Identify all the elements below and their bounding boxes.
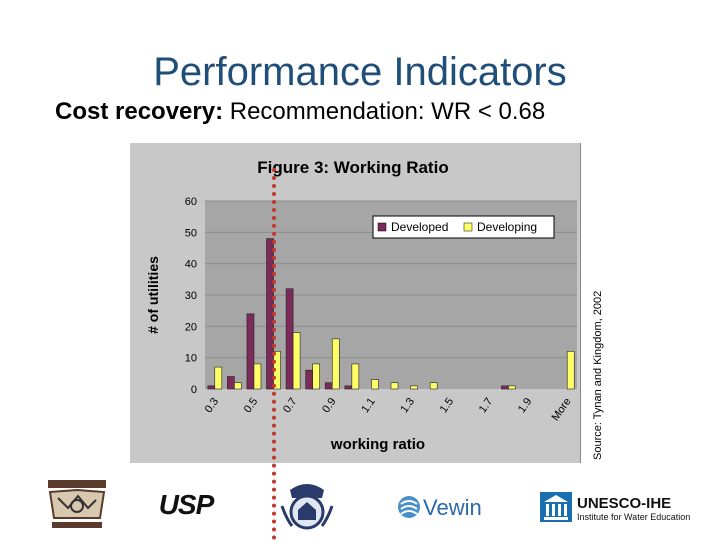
bar-developed-0.5 — [246, 313, 255, 390]
bar-developing-1.8 — [508, 385, 516, 390]
x-tick-label: 1.7 — [477, 396, 496, 415]
x-tick-label: 0.9 — [320, 396, 339, 415]
x-tick-label: 1.9 — [516, 396, 535, 415]
subtitle-rest: Recommendation: WR < 0.68 — [223, 98, 546, 125]
bar-developed-0.7 — [285, 288, 294, 390]
logo-strip: USP Vewin UNESCO-IHE Institute for Water… — [0, 470, 720, 540]
bar-developing-0.7 — [292, 332, 301, 390]
threshold-marker-line — [272, 168, 276, 540]
bar-developed-0.4 — [227, 376, 235, 390]
bar-developed-1.8 — [501, 385, 509, 390]
y-tick-label: 20 — [185, 321, 197, 333]
x-tick-label: 1.1 — [359, 396, 378, 415]
chart-title: Figure 3: Working Ratio — [257, 158, 448, 177]
bar-developing-0.8 — [312, 363, 320, 390]
bar-developing-0.5 — [253, 363, 262, 390]
legend: Developed Developing — [372, 215, 555, 239]
usp-logo: USP — [155, 489, 217, 520]
institute-logo — [44, 478, 110, 536]
bar-developing-1.3 — [410, 385, 418, 390]
x-tick-label: 1.5 — [438, 396, 457, 415]
x-tick-label: 0.7 — [281, 396, 300, 415]
unesco-ihe-logo: UNESCO-IHE Institute for Water Education — [540, 490, 690, 524]
bar-developing-1 — [351, 363, 360, 390]
legend-swatch-developing — [463, 222, 473, 232]
y-tick-label: 30 — [185, 290, 197, 302]
working-ratio-chart: Figure 3: Working Ratio 0 10 20 30 40 50 60 0.… — [145, 158, 577, 453]
legend-label-developing: Developing — [477, 220, 537, 234]
slide-title: Performance Indicators — [153, 50, 567, 94]
bar-developed-0.9 — [324, 382, 333, 390]
x-tick-label: 0.5 — [242, 396, 261, 415]
bar-developed-1 — [344, 385, 353, 390]
vewin-logo: Vewin — [396, 492, 490, 522]
legend-swatch-developed — [377, 222, 387, 232]
crest-logo — [278, 480, 336, 536]
source-note: Source: Tynan and Kingdom, 2002 — [592, 290, 604, 460]
bar-developing-1.4 — [429, 382, 438, 390]
y-axis-label: # of utilities — [145, 256, 161, 334]
bar-developing-0.4 — [234, 382, 242, 390]
x-tick-labels: 0.3 0.5 0.7 0.9 1.1 1.3 1.5 1.7 1.9 More — [203, 396, 574, 423]
y-tick-label: 0 — [191, 384, 197, 396]
x-tick-label: More — [549, 396, 573, 423]
y-tick-label: 40 — [185, 259, 197, 271]
bar-developing-1.2 — [390, 382, 399, 390]
vewin-logo-text: Vewin — [423, 495, 482, 520]
y-tick-label: 60 — [185, 196, 197, 208]
y-tick-labels: 0 10 20 30 40 50 60 — [185, 196, 197, 396]
bars — [207, 238, 575, 390]
y-tick-label: 50 — [185, 227, 197, 239]
legend-label-developed: Developed — [391, 220, 448, 234]
unesco-logo-subtitle: Institute for Water Education — [577, 512, 690, 522]
x-tick-label: 1.3 — [398, 396, 417, 415]
unesco-logo-title: UNESCO-IHE — [577, 495, 671, 512]
usp-logo-text: USP — [159, 490, 215, 518]
chart-container: Figure 3: Working Ratio 0 10 20 30 40 50 60 0.… — [130, 143, 581, 463]
slide-subtitle: Cost recovery: Recommendation: WR < 0.68 — [55, 98, 545, 126]
x-tick-label: 0.3 — [203, 396, 222, 415]
legend-box — [372, 215, 555, 239]
bar-developing-0.9 — [331, 338, 340, 390]
x-axis-label: working ratio — [330, 436, 425, 453]
bar-developing-0.3 — [214, 366, 223, 390]
bar-developed-0.3 — [207, 385, 216, 390]
bar-developing-1.1 — [371, 379, 379, 390]
y-tick-label: 10 — [185, 353, 197, 365]
bar-developed-0.8 — [305, 369, 313, 390]
subtitle-bold: Cost recovery: — [55, 98, 224, 125]
bar-developing-More — [566, 351, 575, 390]
